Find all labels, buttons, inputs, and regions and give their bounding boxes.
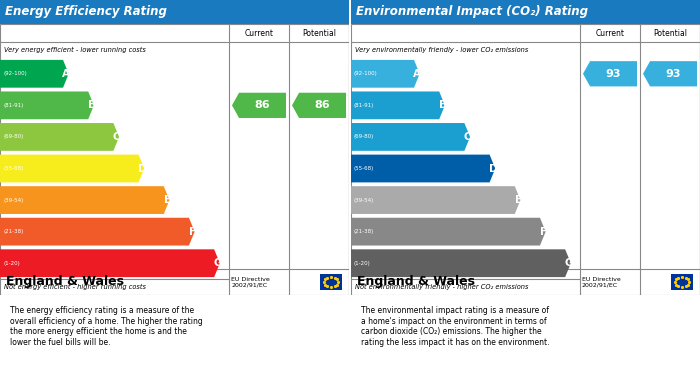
Text: (69-80): (69-80) <box>3 135 23 140</box>
Text: 93: 93 <box>606 69 622 79</box>
Text: F: F <box>189 227 196 237</box>
Polygon shape <box>351 218 546 246</box>
Text: Not environmentally friendly - higher CO₂ emissions: Not environmentally friendly - higher CO… <box>355 284 528 290</box>
Text: EU Directive
2002/91/EC: EU Directive 2002/91/EC <box>231 276 270 287</box>
Text: (81-91): (81-91) <box>3 103 23 108</box>
Polygon shape <box>351 60 420 88</box>
Text: E: E <box>164 195 171 205</box>
Text: 86: 86 <box>255 100 270 110</box>
Text: Very environmentally friendly - lower CO₂ emissions: Very environmentally friendly - lower CO… <box>355 47 528 53</box>
Text: D: D <box>138 163 146 174</box>
Text: (1-20): (1-20) <box>3 261 20 266</box>
Text: The environmental impact rating is a measure of
a home's impact on the environme: The environmental impact rating is a mea… <box>361 307 550 346</box>
Polygon shape <box>643 61 697 86</box>
FancyBboxPatch shape <box>671 274 693 290</box>
Text: B: B <box>439 100 447 110</box>
Polygon shape <box>292 93 346 118</box>
Text: G: G <box>564 258 573 268</box>
Text: (55-68): (55-68) <box>3 166 23 171</box>
FancyBboxPatch shape <box>320 274 342 290</box>
Text: (39-54): (39-54) <box>354 197 374 203</box>
Polygon shape <box>0 218 195 246</box>
Text: D: D <box>489 163 497 174</box>
Text: F: F <box>540 227 547 237</box>
Polygon shape <box>232 93 286 118</box>
Text: Current: Current <box>244 29 274 38</box>
Text: (1-20): (1-20) <box>354 261 371 266</box>
Polygon shape <box>0 154 144 182</box>
Text: Not energy efficient - higher running costs: Not energy efficient - higher running co… <box>4 284 146 290</box>
Text: B: B <box>88 100 96 110</box>
Text: C: C <box>113 132 120 142</box>
Polygon shape <box>583 61 637 86</box>
Text: The energy efficiency rating is a measure of the
overall efficiency of a home. T: The energy efficiency rating is a measur… <box>10 307 203 346</box>
Text: A: A <box>414 69 421 79</box>
Text: Potential: Potential <box>653 29 687 38</box>
Text: (55-68): (55-68) <box>354 166 374 171</box>
Polygon shape <box>0 91 94 119</box>
Text: Very energy efficient - lower running costs: Very energy efficient - lower running co… <box>4 47 146 53</box>
Text: England & Wales: England & Wales <box>6 276 124 289</box>
Text: England & Wales: England & Wales <box>357 276 475 289</box>
Polygon shape <box>351 91 445 119</box>
Text: Current: Current <box>596 29 624 38</box>
Text: E: E <box>514 195 522 205</box>
Text: EU Directive
2002/91/EC: EU Directive 2002/91/EC <box>582 276 621 287</box>
Text: (81-91): (81-91) <box>354 103 374 108</box>
Text: (21-38): (21-38) <box>354 229 374 234</box>
Text: (39-54): (39-54) <box>3 197 23 203</box>
Text: (92-100): (92-100) <box>3 71 27 76</box>
Text: C: C <box>464 132 472 142</box>
Polygon shape <box>0 123 119 151</box>
Text: G: G <box>214 258 222 268</box>
Text: (21-38): (21-38) <box>3 229 23 234</box>
Polygon shape <box>0 186 169 214</box>
Text: 93: 93 <box>666 69 681 79</box>
Polygon shape <box>351 249 570 277</box>
Text: (69-80): (69-80) <box>354 135 374 140</box>
Text: A: A <box>62 69 71 79</box>
Text: 86: 86 <box>315 100 330 110</box>
Polygon shape <box>351 186 521 214</box>
Polygon shape <box>351 154 496 182</box>
Text: Environmental Impact (CO₂) Rating: Environmental Impact (CO₂) Rating <box>356 5 588 18</box>
Polygon shape <box>0 249 220 277</box>
Polygon shape <box>351 123 470 151</box>
Polygon shape <box>0 60 69 88</box>
Text: Energy Efficiency Rating: Energy Efficiency Rating <box>5 5 167 18</box>
Text: Potential: Potential <box>302 29 336 38</box>
Text: (92-100): (92-100) <box>354 71 378 76</box>
